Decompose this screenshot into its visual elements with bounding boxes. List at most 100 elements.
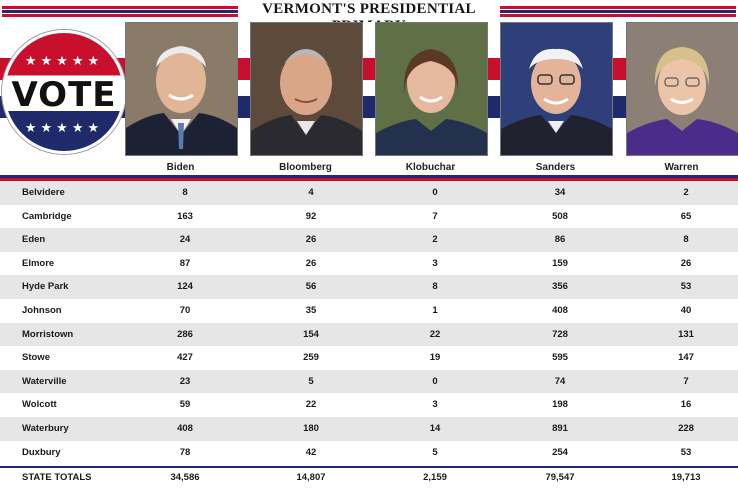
stars-bottom: ★★★★★ bbox=[24, 120, 104, 135]
town-name: Duxbury bbox=[22, 446, 61, 458]
portrait-bloomberg bbox=[250, 22, 363, 156]
vote-cell: 131 bbox=[678, 328, 694, 340]
vote-cell: 35 bbox=[305, 304, 317, 316]
vote-cell: 23 bbox=[179, 375, 191, 387]
vote-cell: 59 bbox=[179, 399, 191, 411]
vote-cell: 180 bbox=[303, 422, 319, 434]
vote-cell: 86 bbox=[554, 234, 566, 246]
portrait-warren bbox=[626, 22, 738, 156]
results-table: Belvidere 8 4 0 34 2 Cambridge 163 92 7 … bbox=[0, 181, 738, 464]
town-name: Cambridge bbox=[22, 210, 72, 222]
vote-cell: 19 bbox=[429, 352, 441, 364]
vote-cell: 508 bbox=[552, 210, 568, 222]
vote-cell: 65 bbox=[680, 210, 692, 222]
vote-cell: 3 bbox=[432, 257, 438, 269]
town-name: Belvidere bbox=[22, 187, 65, 198]
town-name: Elmore bbox=[22, 257, 55, 269]
vote-cell: 2 bbox=[432, 234, 438, 246]
total-cell: 34,586 bbox=[170, 472, 200, 483]
vote-cell: 22 bbox=[429, 328, 441, 340]
vote-cell: 3 bbox=[432, 399, 438, 411]
vote-cell: 147 bbox=[678, 352, 694, 364]
total-cell: 2,159 bbox=[423, 472, 447, 483]
town-name: Waterville bbox=[22, 375, 67, 387]
vote-badge: ★★★★★ VOTE ★★★★★ bbox=[2, 30, 126, 154]
header-rule-navy bbox=[0, 175, 738, 178]
title-bar: VERMONT'S PRESIDENTIAL PRIMARY bbox=[0, 0, 738, 34]
vote-cell: 0 bbox=[432, 375, 438, 387]
vote-word: VOTE bbox=[11, 75, 117, 115]
table-row: Cambridge 163 92 7 508 65 bbox=[0, 205, 738, 229]
flag-stripes-right bbox=[500, 6, 736, 18]
vote-cell: 1 bbox=[432, 304, 438, 316]
town-name: Eden bbox=[22, 234, 46, 246]
vote-cell: 26 bbox=[680, 257, 692, 269]
vote-cell: 408 bbox=[177, 422, 193, 434]
vote-cell: 26 bbox=[305, 257, 317, 269]
total-cell: 14,807 bbox=[296, 472, 326, 483]
vote-cell: 595 bbox=[552, 352, 568, 364]
vote-cell: 427 bbox=[177, 352, 193, 364]
vote-cell: 408 bbox=[552, 304, 568, 316]
vote-cell: 26 bbox=[305, 234, 317, 246]
table-row: Morristown 286 154 22 728 131 bbox=[0, 322, 738, 347]
vote-cell: 92 bbox=[305, 210, 317, 222]
total-cell: 19,713 bbox=[671, 472, 701, 483]
town-name: Wolcott bbox=[22, 399, 57, 411]
vote-cell: 34 bbox=[554, 187, 566, 198]
vote-cell: 891 bbox=[552, 422, 568, 434]
vote-cell: 228 bbox=[678, 422, 694, 434]
vote-cell: 14 bbox=[429, 422, 441, 434]
header-rule-red bbox=[0, 178, 738, 181]
table-row: Waterville 23 5 0 74 7 bbox=[0, 369, 738, 394]
vote-cell: 53 bbox=[680, 281, 692, 293]
vote-cell: 74 bbox=[554, 375, 566, 387]
table-row: Eden 24 26 2 86 8 bbox=[0, 228, 738, 252]
stars-top: ★★★★★ bbox=[24, 53, 104, 68]
vote-cell: 56 bbox=[305, 281, 317, 293]
vote-cell: 22 bbox=[305, 399, 317, 411]
vote-cell: 87 bbox=[179, 257, 191, 269]
vote-cell: 356 bbox=[552, 281, 568, 293]
table-row: Belvidere 8 4 0 34 2 bbox=[0, 181, 738, 205]
table-row: Wolcott 59 22 3 198 16 bbox=[0, 393, 738, 417]
vote-cell: 4 bbox=[308, 187, 314, 198]
vote-cell: 7 bbox=[432, 210, 438, 222]
portrait-biden bbox=[125, 22, 238, 156]
vote-cell: 254 bbox=[552, 446, 568, 458]
vote-cell: 70 bbox=[179, 304, 191, 316]
vote-cell: 259 bbox=[303, 352, 319, 364]
vote-cell: 5 bbox=[308, 375, 314, 387]
vote-cell: 286 bbox=[177, 328, 193, 340]
town-name: Waterbury bbox=[22, 422, 69, 434]
table-row: Hyde Park 124 56 8 356 53 bbox=[0, 275, 738, 299]
candidate-name-warren: Warren bbox=[664, 162, 699, 173]
state-totals-row: STATE TOTALS 34,586 14,807 2,159 79,547 … bbox=[0, 466, 738, 488]
vote-cell: 728 bbox=[552, 328, 568, 340]
candidate-name-klobuchar: Klobuchar bbox=[405, 162, 456, 173]
vote-cell: 8 bbox=[432, 281, 438, 293]
vote-cell: 8 bbox=[683, 234, 689, 246]
total-cell: 79,547 bbox=[545, 472, 575, 483]
town-name: Morristown bbox=[22, 328, 74, 340]
vote-cell: 154 bbox=[303, 328, 319, 340]
candidate-name-bloomberg: Bloomberg bbox=[279, 162, 332, 173]
vote-cell: 163 bbox=[177, 210, 193, 222]
table-row: Waterbury 408 180 14 891 228 bbox=[0, 416, 738, 441]
vote-cell: 24 bbox=[179, 234, 191, 246]
portrait-klobuchar bbox=[375, 22, 488, 156]
town-name: Hyde Park bbox=[22, 281, 69, 293]
vote-cell: 159 bbox=[552, 257, 568, 269]
town-name: Johnson bbox=[22, 304, 62, 316]
table-row: Johnson 70 35 1 408 40 bbox=[0, 299, 738, 323]
candidate-name-sanders: Sanders bbox=[535, 162, 576, 173]
totals-label: STATE TOTALS bbox=[22, 472, 92, 483]
vote-cell: 7 bbox=[683, 375, 689, 387]
table-row: Duxbury 78 42 5 254 53 bbox=[0, 441, 738, 465]
vote-cell: 16 bbox=[680, 399, 692, 411]
vote-cell: 53 bbox=[680, 446, 692, 458]
vote-cell: 124 bbox=[177, 281, 193, 293]
flag-stripes-left bbox=[2, 6, 238, 18]
vote-cell: 2 bbox=[683, 187, 689, 198]
candidate-name-biden: Biden bbox=[166, 162, 195, 173]
